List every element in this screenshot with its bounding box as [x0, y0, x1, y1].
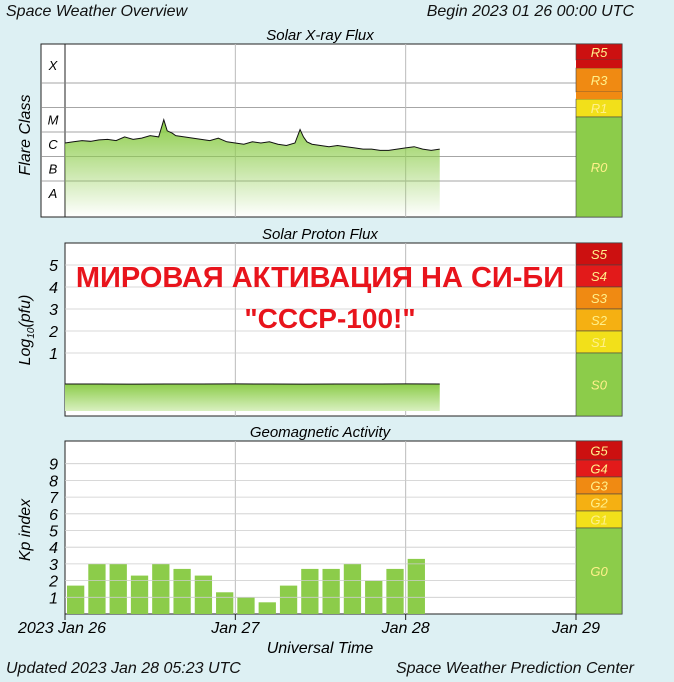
geomag-tick-label: 1	[49, 590, 58, 607]
proton-tick-label: 3	[49, 302, 58, 319]
kp-bar	[216, 592, 234, 614]
proton-ylabel: Log10(pfu)	[17, 295, 37, 366]
geomag-tick-label: 9	[49, 457, 58, 474]
scale-label: G4	[590, 462, 607, 477]
geomag-tick-label: 7	[49, 490, 59, 507]
time-tick-label: 2023 Jan 26	[17, 620, 106, 637]
scale-label: S5	[591, 247, 608, 262]
scale-band-gap	[576, 92, 622, 99]
xray-class-label: C	[48, 137, 58, 152]
xray-class-label: B	[49, 162, 58, 177]
proton-tick-label: 5	[49, 258, 58, 275]
scale-label: S3	[591, 291, 608, 306]
scale-label: S4	[591, 269, 607, 284]
xray-class-column	[40, 43, 66, 218]
scale-label: S2	[591, 313, 608, 328]
kp-bar	[67, 585, 85, 614]
kp-bar	[88, 563, 106, 614]
kp-bar	[109, 563, 127, 614]
xray-ylabel: Flare Class	[17, 95, 34, 176]
kp-bar	[194, 575, 213, 614]
geomag-tick-label: 2	[48, 574, 58, 591]
page-title: Space Weather Overview	[6, 3, 188, 20]
proton-tick-label: 2	[48, 324, 58, 341]
geomag-title: Geomagnetic Activity	[250, 424, 392, 441]
kp-bar	[407, 558, 425, 614]
geomag-tick-label: 6	[49, 507, 58, 524]
kp-bar	[130, 575, 149, 614]
kp-bar	[173, 568, 191, 614]
scale-band	[575, 527, 623, 615]
geomag-ylabel: Kp index	[17, 498, 34, 561]
proton-title: Solar Proton Flux	[262, 226, 378, 243]
xray-area	[65, 119, 440, 217]
kp-bar	[386, 568, 404, 614]
scale-label: R5	[591, 45, 608, 60]
kp-bar	[322, 568, 340, 614]
geomag-tick-label: 5	[49, 524, 58, 541]
xray-class-label: X	[48, 58, 59, 73]
overlay-line-1: МИРОВАЯ АКТИВАЦИЯ НА СИ-БИ	[76, 262, 564, 294]
proton-tick-label: 4	[49, 280, 58, 297]
scale-label: R1	[591, 101, 608, 116]
geomag-tick-label: 3	[49, 557, 58, 574]
scale-label: S0	[591, 378, 608, 393]
scale-band-gap	[576, 60, 622, 68]
kp-bar	[301, 568, 319, 614]
kp-bar	[343, 563, 362, 614]
kp-bar	[237, 597, 255, 614]
overlay-line-2: "СССР-100!"	[244, 303, 415, 334]
scale-label: R0	[591, 160, 608, 175]
updated-time: Updated 2023 Jan 28 05:23 UTC	[6, 660, 241, 677]
proton-tick-label: 1	[49, 346, 58, 363]
source-credit: Space Weather Prediction Center	[395, 660, 634, 677]
scale-band	[575, 116, 623, 218]
begin-time: Begin 2023 01 26 00:00 UTC	[426, 3, 634, 20]
kp-bar	[258, 602, 276, 614]
geomag-panel	[64, 440, 623, 615]
proton-area	[65, 383, 440, 411]
xray-class-label: A	[48, 186, 58, 201]
time-tick-label: Jan 27	[210, 620, 260, 637]
kp-bar	[152, 563, 170, 614]
xray-line	[64, 118, 440, 151]
scale-label: G3	[590, 479, 608, 494]
scale-label: G1	[590, 513, 607, 528]
scale-band	[575, 352, 623, 417]
xray-title: Solar X-ray Flux	[266, 27, 374, 44]
time-axis-label: Universal Time	[267, 640, 374, 657]
scale-label: R3	[591, 73, 608, 88]
scale-label: G5	[590, 444, 608, 459]
xray-class-label: M	[48, 113, 59, 128]
scale-label: S1	[591, 335, 607, 350]
time-tick-label: Jan 28	[381, 620, 430, 637]
time-tick-label: Jan 29	[551, 620, 600, 637]
scale-label: G0	[590, 564, 608, 579]
scale-label: G2	[590, 496, 608, 511]
geomag-tick-label: 8	[49, 473, 58, 490]
scale-band	[575, 67, 623, 93]
kp-bar	[279, 585, 298, 614]
geomag-tick-label: 4	[49, 540, 58, 557]
